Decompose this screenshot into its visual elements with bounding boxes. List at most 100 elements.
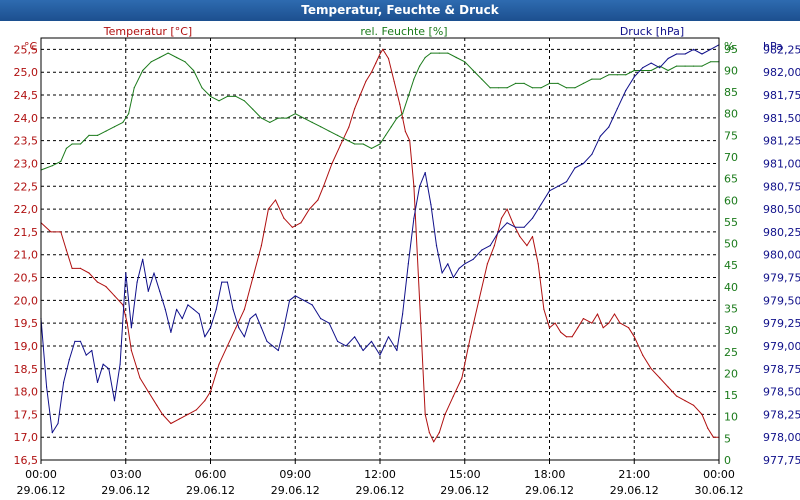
- humidity-series-point: [701, 65, 703, 67]
- humidity-series-point: [260, 117, 262, 119]
- humidity-series-point: [235, 95, 237, 97]
- pressure-series-point: [608, 126, 610, 128]
- temperature-series-point: [428, 432, 430, 434]
- temperature-series-point: [339, 144, 341, 146]
- pressure-series-point: [226, 281, 228, 283]
- pressure-series-point: [46, 386, 48, 388]
- pressure-axis-tick-label: 982,25: [763, 43, 800, 56]
- temperature-series-point: [178, 418, 180, 420]
- temperature-series-point: [419, 299, 421, 301]
- temperature-series-point: [379, 53, 381, 55]
- temperature-series-point: [267, 208, 269, 210]
- temperature-series-point: [693, 404, 695, 406]
- temperature-series-point: [461, 377, 463, 379]
- humidity-series-point: [523, 82, 525, 84]
- humidity-axis-tick-label: 5: [724, 432, 731, 445]
- temperature-axis-tick-label: 24,5: [14, 89, 39, 102]
- pressure-series-point: [153, 272, 155, 274]
- pressure-axis-tick-label: 978,25: [763, 408, 800, 421]
- humidity-series-point: [396, 117, 398, 119]
- pressure-series-point: [616, 108, 618, 110]
- temperature-series-point: [370, 71, 373, 73]
- humidity-series-point: [438, 52, 440, 54]
- humidity-series-point: [693, 65, 695, 67]
- temperature-series-point: [331, 162, 333, 165]
- temperature-series-point: [560, 331, 562, 333]
- pressure-series-point: [63, 381, 65, 383]
- temperature-series-point: [519, 235, 521, 238]
- pressure-series-point: [328, 322, 330, 324]
- humidity-series-point: [419, 65, 421, 67]
- pressure-series-point: [311, 304, 313, 306]
- pressure-series-point: [79, 340, 82, 342]
- pressure-series-point: [130, 327, 132, 329]
- humidity-axis-tick-label: 0: [724, 454, 731, 467]
- humidity-axis-tick-label: 90: [724, 64, 738, 77]
- temperature-axis-tick-label: 18,0: [14, 386, 39, 399]
- humidity-series-point: [684, 65, 686, 67]
- temperature-axis-tick-label: 22,5: [14, 180, 39, 193]
- humidity-series-point: [71, 143, 73, 145]
- pressure-series-point: [283, 327, 285, 329]
- temperature-series-point: [596, 313, 599, 315]
- temperature-axis-tick-label: 24,0: [14, 112, 39, 125]
- humidity-series-point: [354, 143, 356, 145]
- temperature-series-point: [50, 231, 52, 233]
- pressure-series-point: [701, 53, 703, 55]
- pressure-series-point: [303, 299, 305, 301]
- humidity-series-point: [379, 143, 381, 145]
- pressure-series-point: [68, 359, 70, 361]
- pressure-series-point: [565, 181, 568, 183]
- temperature-series-point: [71, 267, 73, 269]
- humidity-series-point: [455, 56, 457, 59]
- temperature-series-point: [613, 313, 616, 315]
- pressure-series-point: [277, 349, 279, 352]
- humidity-axis-tick-label: 95: [724, 43, 738, 56]
- temperature-series-point: [88, 272, 90, 274]
- temperature-series-point: [676, 395, 678, 397]
- pressure-axis-tick-label: 979,25: [763, 317, 800, 330]
- temperature-axis-tick-label: 19,0: [14, 340, 39, 353]
- temperature-series-point: [707, 427, 709, 429]
- humidity-series-point: [345, 139, 347, 141]
- humidity-series-point: [540, 87, 542, 89]
- temperature-series-point: [393, 80, 395, 82]
- temperature-series-point: [712, 436, 715, 438]
- humidity-series-point: [252, 108, 254, 110]
- humidity-axis-tick-label: 35: [724, 303, 738, 316]
- temperature-series-point: [571, 336, 573, 338]
- temperature-series-point: [235, 327, 237, 329]
- humidity-series-point: [424, 56, 426, 59]
- humidity-axis-tick-label: 40: [724, 281, 738, 294]
- pressure-series-point: [642, 67, 644, 69]
- humidity-series-point: [667, 69, 669, 72]
- pressure-axis-tick-label: 982,00: [763, 66, 800, 79]
- pressure-series-point: [489, 245, 491, 247]
- pressure-series-point: [260, 327, 262, 329]
- axes-layer: 00:00 29.06.12 03:00 29.06.12 06:00 29.06.12 0…: [14, 25, 800, 497]
- series-layer: [40, 44, 720, 443]
- humidity-axis-unit-label: %: [724, 40, 734, 53]
- humidity-series-point: [218, 100, 220, 102]
- pressure-series-point: [108, 368, 110, 370]
- pressure-series-point: [91, 349, 93, 352]
- pressure-series-point: [362, 349, 364, 352]
- pressure-series-point: [96, 381, 99, 383]
- humidity-series-point: [201, 87, 203, 89]
- temperature-series-point: [126, 322, 128, 324]
- pressure-axis-tick-label: 980,25: [763, 226, 800, 239]
- humidity-axis-tick-label: 30: [724, 324, 738, 337]
- humidity-series-point: [625, 74, 627, 76]
- pressure-series-point: [582, 162, 585, 165]
- temperature-series-point: [252, 276, 254, 279]
- pressure-series-point: [574, 167, 576, 169]
- pressure-series-point: [232, 308, 234, 310]
- temperature-axis-tick-label: 17,0: [14, 431, 39, 444]
- humidity-axis-tick-label: 80: [724, 108, 738, 121]
- humidity-series-point: [498, 87, 500, 89]
- temperature-series-point: [122, 304, 124, 306]
- temperature-series-point: [283, 217, 285, 219]
- pressure-axis-tick-label: 978,75: [763, 363, 800, 376]
- temperature-series-point: [375, 62, 377, 64]
